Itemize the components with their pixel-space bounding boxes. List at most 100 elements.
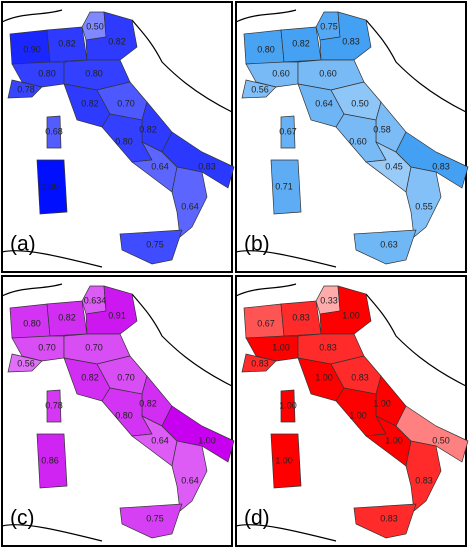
region-value: 0.83 <box>319 342 337 352</box>
region-value: 0.50 <box>351 98 369 108</box>
region <box>280 115 296 149</box>
map-panel: 0.900.820.500.820.80 0.800.780.82 0.700.82… <box>1 1 235 273</box>
region-value: 1.00 <box>279 400 297 410</box>
region <box>280 389 296 423</box>
region-value: 0.82 <box>108 36 126 46</box>
region-value: 0.55 <box>415 201 433 211</box>
region-value: 0.90 <box>23 44 41 54</box>
region-value: 0.78 <box>17 84 35 94</box>
region-value: 0.82 <box>292 38 310 48</box>
region-value: 0.71 <box>275 181 293 191</box>
region-value: 0.64 <box>315 98 333 108</box>
region-value: 0.83 <box>251 358 269 368</box>
region-value: 0.67 <box>279 126 297 136</box>
region <box>353 229 417 265</box>
region <box>395 405 469 463</box>
region-value: 0.80 <box>115 136 133 146</box>
region <box>46 389 62 423</box>
region <box>36 433 68 489</box>
region-value: 0.50 <box>86 21 104 31</box>
region-value: 0.83 <box>292 312 310 322</box>
panel-label: (d) <box>244 507 270 530</box>
region-value: 0.83 <box>351 372 369 382</box>
region-value: 0.64 <box>181 201 199 211</box>
region-value: 0.83 <box>198 161 216 171</box>
region-value: 0.80 <box>257 44 275 54</box>
region <box>241 79 277 99</box>
region-value: 0.91 <box>108 310 126 320</box>
region-value: 1.00 <box>315 372 333 382</box>
region-value: 1.00 <box>342 310 360 320</box>
region-value: 0.80 <box>38 68 56 78</box>
coastline <box>235 283 467 542</box>
region <box>36 159 68 215</box>
region <box>46 115 62 149</box>
region-value: 0.83 <box>415 475 433 485</box>
region-value: 1.00 <box>385 435 403 445</box>
region-value: 0.83 <box>380 513 398 523</box>
region-value: 0.60 <box>349 136 367 146</box>
coastline <box>235 9 467 268</box>
region-value: 0.56 <box>251 84 269 94</box>
region <box>270 159 302 215</box>
region-value: 0.70 <box>38 342 56 352</box>
region-value: 1.00 <box>373 398 391 408</box>
region-value: 0.83 <box>432 161 450 171</box>
region-value: 0.45 <box>385 161 403 171</box>
region-value: 0.67 <box>257 318 275 328</box>
region-value: 0.80 <box>115 410 133 420</box>
map-panel: 0.800.820.750.830.60 0.600.560.64 0.500.58… <box>235 1 469 273</box>
region-value: 0.68 <box>45 126 63 136</box>
region-value: 0.82 <box>81 372 99 382</box>
region <box>241 353 277 373</box>
region <box>119 503 183 539</box>
region <box>161 131 235 189</box>
coastline <box>1 283 233 542</box>
region-value: 0.75 <box>146 513 164 523</box>
region <box>405 166 442 238</box>
region-value: 0.75 <box>146 239 164 249</box>
region-value: 0.82 <box>81 98 99 108</box>
coastline <box>1 9 233 268</box>
region-value: 0.64 <box>151 161 169 171</box>
region-value: 0.58 <box>373 124 391 134</box>
region-value: 0.70 <box>117 98 135 108</box>
region-value: 0.70 <box>117 372 135 382</box>
region <box>395 131 469 189</box>
region <box>119 229 183 265</box>
region-value: 0.80 <box>85 68 103 78</box>
region-value: 0.63 <box>380 239 398 249</box>
map-panel: 0.670.830.331.001.00 0.830.831.00 0.831.00… <box>235 275 469 547</box>
region-value: 1.00 <box>275 455 293 465</box>
region <box>7 353 43 373</box>
region <box>171 166 208 238</box>
panel-label: (b) <box>244 233 270 256</box>
region-value: 0.83 <box>342 36 360 46</box>
region-value: 0.33 <box>320 295 338 305</box>
region-value: 0.82 <box>139 124 157 134</box>
region-value: 0.64 <box>181 475 199 485</box>
region <box>270 433 302 489</box>
region-value: 0.60 <box>272 68 290 78</box>
panel-label: (a) <box>10 233 36 256</box>
region-value: 0.60 <box>319 68 337 78</box>
panel-label: (c) <box>10 507 35 530</box>
region-value: 0.64 <box>151 435 169 445</box>
region <box>7 79 43 99</box>
region-value: 0.634 <box>84 295 107 305</box>
region-value: 0.82 <box>58 38 76 48</box>
region <box>353 503 417 539</box>
region-value: 0.50 <box>432 435 450 445</box>
region <box>405 440 442 512</box>
region-value: 0.86 <box>41 455 59 465</box>
region-value: 0.56 <box>17 358 35 368</box>
region <box>171 440 208 512</box>
region-value: 0.82 <box>58 312 76 322</box>
region-value: 0.78 <box>45 400 63 410</box>
region-value: 0.70 <box>85 342 103 352</box>
region-value: 0.75 <box>320 21 338 31</box>
region-value: 1.00 <box>272 342 290 352</box>
